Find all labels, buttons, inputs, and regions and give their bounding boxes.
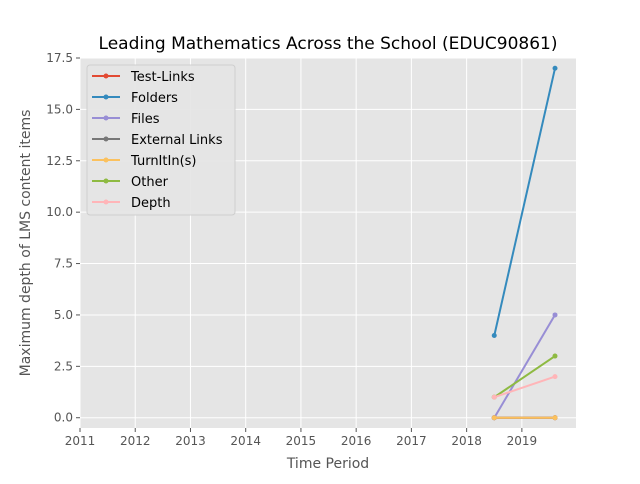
legend-label: Depth	[131, 196, 171, 211]
x-axis-ticks: 2011 2012 2013 2014 2015 2016 2017 2018 2019	[65, 428, 537, 448]
y-axis-ticks: 0.0 2.5 5.0 7.5 10.0 12.5 15.0 17.5	[46, 51, 80, 425]
x-tick-label: 2017	[396, 434, 427, 448]
y-tick-label: 12.5	[46, 154, 73, 168]
legend-item: Files	[92, 112, 160, 127]
data-point	[552, 312, 558, 318]
legend-item: Test-Links	[92, 70, 195, 85]
legend-swatch-marker	[103, 157, 109, 163]
legend-label: Folders	[131, 91, 178, 106]
y-tick-label: 2.5	[54, 359, 73, 373]
y-tick-label: 10.0	[46, 205, 73, 219]
legend-item: Depth	[92, 196, 171, 211]
series-line	[493, 314, 556, 419]
legend-swatch-marker	[103, 199, 109, 205]
data-point	[552, 65, 558, 71]
legend-item: External Links	[92, 133, 223, 148]
legend-swatch-marker	[103, 94, 109, 100]
series-depth	[491, 374, 558, 400]
legend-swatch-marker	[103, 178, 109, 184]
x-tick-label: 2019	[507, 434, 538, 448]
x-tick-label: 2011	[65, 434, 96, 448]
legend-label: Files	[131, 112, 160, 127]
data-point	[552, 374, 558, 380]
series-line	[493, 375, 556, 399]
series-lines	[491, 65, 558, 421]
x-tick-label: 2014	[230, 434, 261, 448]
series-line	[493, 355, 556, 399]
x-tick-label: 2015	[286, 434, 317, 448]
x-tick-label: 2016	[341, 434, 372, 448]
legend-swatch-marker	[103, 73, 109, 79]
y-tick-label: 5.0	[54, 308, 73, 322]
legend-label: Other	[131, 175, 169, 190]
legend-label: TurnItIn(s)	[130, 154, 196, 169]
legend-item: TurnItIn(s)	[92, 154, 196, 169]
y-tick-label: 17.5	[46, 51, 73, 65]
data-point	[491, 394, 497, 400]
x-axis-label: Time Period	[286, 456, 369, 472]
legend: Test-Links Folders Files External Links Turn…	[86, 64, 236, 216]
legend-label: Test-Links	[130, 70, 195, 85]
data-point	[552, 415, 558, 421]
x-tick-label: 2012	[120, 434, 151, 448]
legend-item: Other	[92, 175, 169, 190]
legend-swatch-marker	[103, 115, 109, 121]
y-tick-label: 15.0	[46, 102, 73, 116]
legend-box	[86, 64, 236, 216]
data-point	[552, 353, 558, 359]
series-folders	[491, 65, 558, 338]
chart-title: Leading Mathematics Across the School (E…	[99, 34, 558, 54]
data-point	[491, 333, 497, 338]
data-point	[491, 415, 497, 421]
y-axis-label: Maximum depth of LMS content items	[18, 110, 34, 377]
x-tick-label: 2018	[451, 434, 482, 448]
x-tick-label: 2013	[175, 434, 206, 448]
y-tick-label: 0.0	[54, 411, 73, 425]
y-tick-label: 7.5	[54, 257, 73, 271]
legend-label: External Links	[131, 133, 223, 148]
series-line	[493, 68, 556, 336]
legend-swatch-marker	[103, 136, 109, 142]
series-turnitin-s	[491, 415, 558, 421]
legend-item: Folders	[92, 91, 178, 106]
